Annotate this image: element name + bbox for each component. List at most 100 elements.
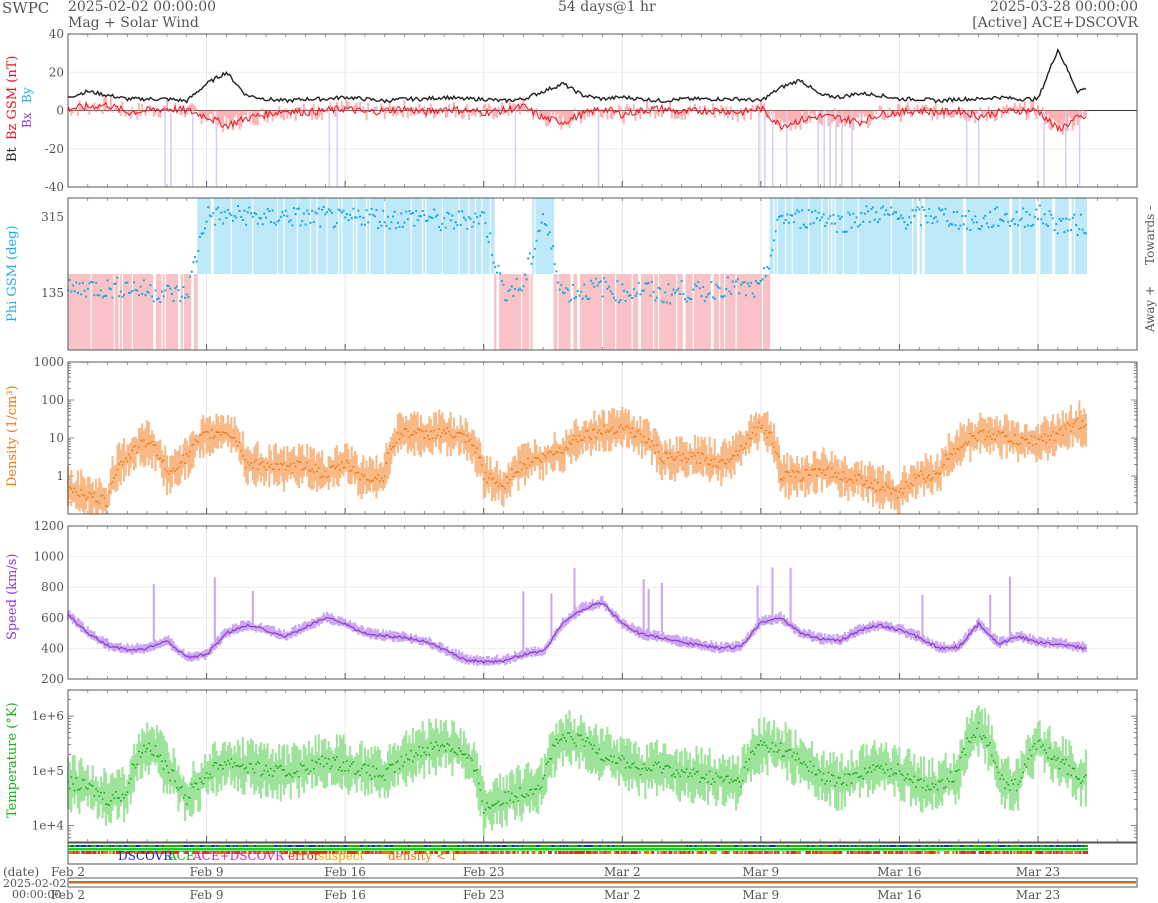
temperature-point xyxy=(360,767,363,770)
quality-error-mark xyxy=(521,851,524,854)
temperature-point xyxy=(748,758,751,760)
quality-source-mark xyxy=(864,845,868,847)
density-point xyxy=(268,465,271,468)
quality-error-mark xyxy=(643,851,646,854)
quality-source-mark xyxy=(800,845,803,847)
quality-ok-mark xyxy=(440,848,444,851)
quality-source-mark xyxy=(107,845,110,847)
temperature-point xyxy=(835,782,838,784)
quality-ok-mark xyxy=(297,848,300,851)
quality-error-mark xyxy=(714,851,717,854)
density-point xyxy=(202,431,205,434)
density-point xyxy=(761,424,764,427)
temperature-point xyxy=(405,753,407,756)
temperature-point xyxy=(100,791,102,794)
quality-source-mark xyxy=(699,845,703,847)
density-point xyxy=(543,454,546,457)
density-point xyxy=(126,460,129,462)
quality-error-mark xyxy=(384,851,387,854)
quality-ok-mark xyxy=(536,848,539,851)
quality-ok-mark xyxy=(234,848,237,851)
density-point xyxy=(730,457,732,460)
temperature-point xyxy=(855,772,858,774)
phi-point xyxy=(677,287,680,290)
quality-source-mark xyxy=(411,845,414,847)
density-point xyxy=(200,433,203,436)
quality-error-mark xyxy=(726,851,729,854)
phi-point xyxy=(170,293,173,296)
temperature-point xyxy=(529,789,531,791)
quality-ok-mark xyxy=(361,848,364,851)
quality-error-mark xyxy=(995,851,998,854)
quality-error-mark xyxy=(508,851,511,854)
quality-source-mark xyxy=(835,845,838,847)
temperature-point xyxy=(586,737,589,739)
quality-ok-mark xyxy=(538,848,541,851)
quality-source-mark xyxy=(957,845,960,847)
phi-point xyxy=(962,223,965,226)
quality-source-mark xyxy=(292,845,295,847)
quality-ok-mark xyxy=(392,848,396,851)
density-point xyxy=(986,435,988,438)
quality-ok-mark xyxy=(993,848,996,851)
temperature-point xyxy=(156,755,158,757)
temperature-point xyxy=(585,740,587,743)
quality-source-mark xyxy=(261,845,264,847)
phi-point xyxy=(238,210,241,213)
quality-ok-mark xyxy=(759,848,762,851)
density-point xyxy=(913,474,916,476)
density-point xyxy=(392,446,394,448)
phi-point xyxy=(947,224,950,227)
quality-source-mark xyxy=(887,845,891,847)
temperature-point xyxy=(242,764,244,766)
quality-source-mark xyxy=(1013,845,1016,847)
phi-point xyxy=(1056,232,1059,235)
quality-error-mark xyxy=(904,851,907,854)
quality-source-mark xyxy=(1011,845,1014,847)
quality-ok-mark xyxy=(833,848,836,851)
phi-point xyxy=(631,297,634,300)
phi-point xyxy=(946,219,949,222)
quality-source-mark xyxy=(840,845,843,847)
density-point xyxy=(1075,420,1077,422)
quality-ok-mark xyxy=(1062,848,1065,851)
quality-source-mark xyxy=(967,845,970,847)
density-point xyxy=(814,468,817,470)
phi-point xyxy=(500,280,503,283)
density-point xyxy=(331,465,333,468)
density-point xyxy=(755,434,757,436)
density-point xyxy=(817,468,820,470)
phi-point xyxy=(941,208,944,211)
phi-point xyxy=(527,257,530,260)
quality-source-mark xyxy=(708,845,711,847)
temperature-point xyxy=(501,803,503,806)
density-point xyxy=(553,453,556,455)
density-point xyxy=(1042,439,1044,442)
density-point xyxy=(972,434,975,437)
temperature-point xyxy=(359,774,361,777)
phi-point xyxy=(217,206,220,209)
quality-ok-mark xyxy=(480,848,483,851)
quality-source-mark xyxy=(841,845,844,847)
quality-ok-mark xyxy=(750,848,754,851)
quality-ok-mark xyxy=(348,848,351,851)
phi-point xyxy=(497,264,500,267)
phi-point xyxy=(175,285,178,288)
temperature-point xyxy=(588,741,591,744)
temperature-point xyxy=(298,776,300,778)
quality-error-mark xyxy=(457,851,460,854)
density-point xyxy=(207,431,210,434)
temperature-point xyxy=(595,751,597,754)
quality-error-mark xyxy=(353,851,356,854)
temperature-point xyxy=(238,765,241,768)
quality-source-mark xyxy=(658,845,661,847)
phi-point xyxy=(619,299,622,302)
bz-fill xyxy=(67,95,1087,135)
phi-point xyxy=(916,206,919,209)
quality-source-mark xyxy=(902,845,905,847)
quality-ok-mark xyxy=(213,848,216,851)
quality-source-mark xyxy=(92,845,95,847)
quality-source-mark xyxy=(643,845,646,847)
quality-error-mark xyxy=(651,851,655,854)
temperature-point xyxy=(629,766,632,769)
